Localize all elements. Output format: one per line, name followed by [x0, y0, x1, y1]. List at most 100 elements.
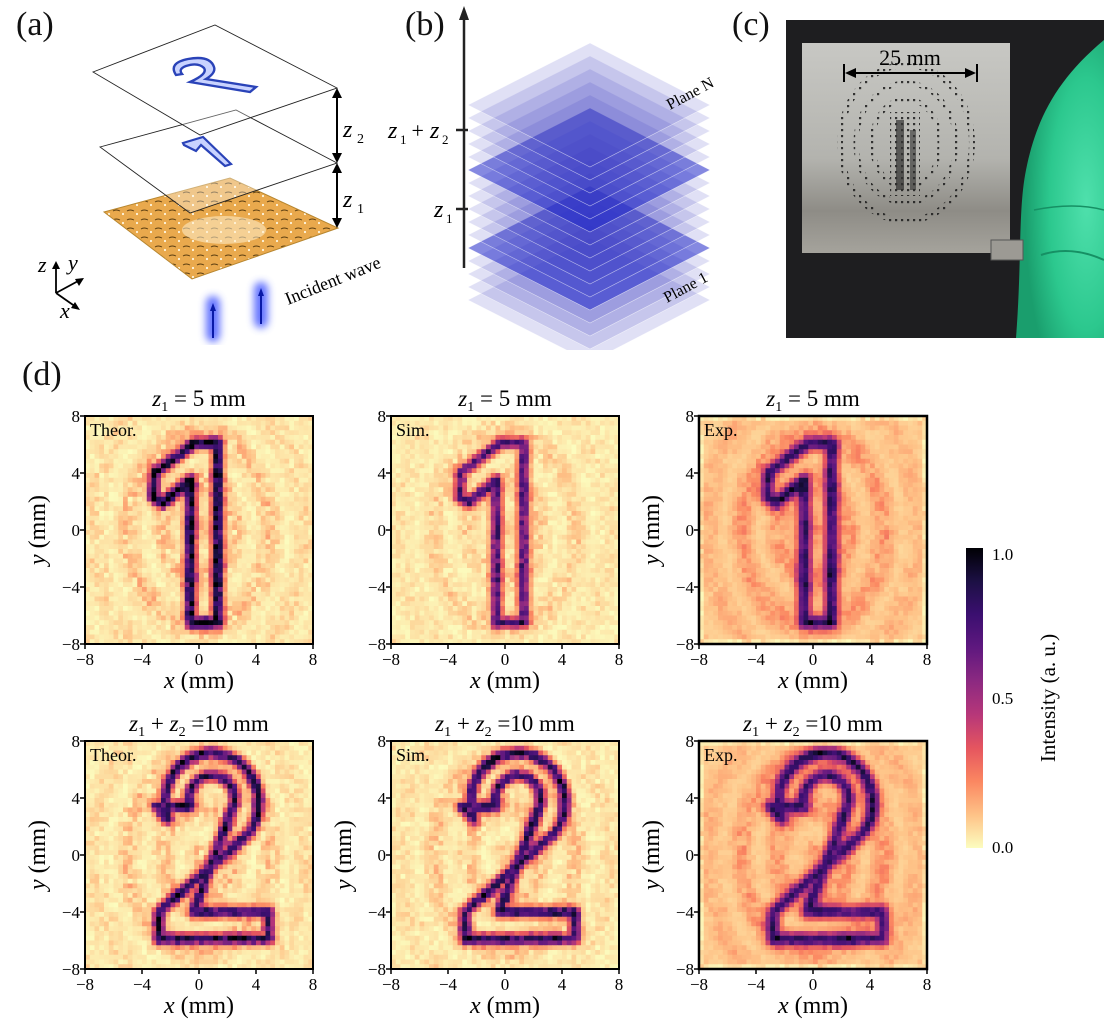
y-tick-label: 4	[378, 464, 387, 483]
x-tick-label: 4	[558, 975, 567, 994]
plate-clip	[990, 239, 1024, 261]
panel-b-plane-stack: z 1 + z 2 z 1 Plane N Plane 1	[387, 6, 717, 350]
x-tick-label: −4	[439, 975, 458, 994]
plot-title: z1 = 5 mm	[457, 386, 552, 415]
focal-plane	[467, 107, 711, 233]
colorbar-tick-min: 0.0	[992, 838, 1013, 857]
x-tick-label: −8	[382, 975, 400, 994]
x-tick-label: −8	[76, 650, 94, 669]
colorbar: 1.0 0.5 0.0 Intensity (a. u.)	[966, 545, 1060, 857]
x-axis-label: x (mm)	[469, 993, 540, 1019]
x-axis-label: x (mm)	[163, 668, 234, 694]
plot-title: z1 + z2 =10 mm	[128, 711, 269, 740]
focal-plane	[467, 55, 711, 181]
y-tick-label: 0	[686, 846, 695, 865]
y-tick-label: −8	[676, 635, 694, 654]
y-tick-label: −8	[62, 960, 80, 979]
y-tick-label: 8	[378, 407, 387, 426]
method-tag: Theor.	[90, 420, 137, 440]
x-axis-label: x (mm)	[777, 668, 848, 694]
focal-plane	[467, 68, 711, 194]
tick-label-z1z2-sub1: 1	[400, 132, 407, 147]
method-tag: Exp.	[704, 420, 738, 440]
heatmap-exp-2	[699, 741, 928, 970]
y-axis-label: y (mm)	[639, 495, 665, 567]
z1-dimension-arrow	[332, 163, 342, 228]
axis-x-label: x	[59, 298, 70, 323]
method-tag: Sim.	[396, 745, 430, 765]
colorbar-tick-max: 1.0	[992, 545, 1013, 564]
x-tick-label: −8	[382, 650, 400, 669]
y-axis-label: y (mm)	[331, 820, 357, 892]
x-tick-label: −4	[747, 975, 766, 994]
y-axis-label: y (mm)	[25, 495, 51, 567]
focal-plane	[467, 94, 711, 220]
x-tick-label: 8	[923, 650, 932, 669]
panel-d-heatmaps: −8 −4 0 4 8 8 4 0 −4 −8 Theor. z1 = 5 mm x (mm) y (mm…	[25, 386, 932, 1019]
coordinate-axes-icon	[52, 261, 84, 310]
y-tick-label: 0	[686, 521, 695, 540]
tick-label-z1z2-b: z	[429, 118, 440, 144]
y-tick-label: 0	[378, 521, 387, 540]
x-tick-label: 8	[923, 975, 932, 994]
y-tick-label: 0	[72, 846, 81, 865]
y-tick-label: −4	[676, 903, 695, 922]
tick-label-z1-sub: 1	[446, 211, 453, 226]
x-tick-label: −4	[747, 650, 766, 669]
plot-title: z1 = 5 mm	[151, 386, 246, 415]
y-tick-label: 4	[686, 789, 695, 808]
axis-y-label: y	[66, 250, 78, 275]
panel-a-schematic: z 2 z 1 z y x Incident wave	[37, 24, 384, 342]
x-tick-label: 4	[252, 975, 261, 994]
x-axis-label: x (mm)	[163, 993, 234, 1019]
plot-title: z1 + z2 =10 mm	[434, 711, 575, 740]
y-tick-label: −4	[62, 578, 81, 597]
heatmap-sim-1	[391, 416, 620, 645]
digit-1-outline	[181, 135, 234, 168]
z2-dimension-arrow	[332, 88, 342, 163]
x-tick-label: −8	[690, 975, 708, 994]
panel-label-d: (d)	[22, 356, 62, 393]
x-tick-label: −4	[133, 650, 152, 669]
x-tick-label: 0	[809, 975, 818, 994]
plot-title: z1 + z2 =10 mm	[742, 711, 883, 740]
method-tag: Exp.	[704, 745, 738, 765]
x-tick-label: 4	[252, 650, 261, 669]
y-tick-label: 8	[72, 407, 81, 426]
panel-label-a: (a)	[16, 6, 54, 43]
focal-plane	[467, 81, 711, 207]
y-tick-label: 4	[686, 464, 695, 483]
scale-bar	[843, 64, 978, 82]
colorbar-bar	[966, 548, 983, 848]
method-tag: Sim.	[396, 420, 430, 440]
y-tick-label: −8	[676, 960, 694, 979]
y-tick-label: 8	[378, 732, 387, 751]
perforation-pattern	[837, 62, 975, 224]
z1-sub: 1	[357, 202, 364, 217]
heatmap-theor-1	[85, 416, 314, 645]
method-tag: Theor.	[90, 745, 137, 765]
tick-label-z1z2-sub2: 2	[442, 132, 449, 147]
y-tick-label: 0	[378, 846, 387, 865]
y-tick-label: 8	[686, 407, 695, 426]
tick-label-z1z2-plus: +	[406, 118, 429, 143]
x-tick-label: −8	[690, 650, 708, 669]
y-tick-label: −8	[368, 960, 386, 979]
y-tick-label: −4	[62, 903, 81, 922]
x-tick-label: 0	[809, 650, 818, 669]
colorbar-tick-mid: 0.5	[992, 689, 1013, 708]
x-tick-label: 8	[615, 650, 624, 669]
y-tick-label: 0	[72, 521, 81, 540]
glove	[1016, 40, 1104, 338]
heatmap-exp-1	[699, 416, 928, 645]
digit-2-outline	[172, 56, 259, 94]
focal-plane	[467, 42, 711, 168]
y-tick-label: −8	[62, 635, 80, 654]
y-tick-label: 4	[72, 789, 81, 808]
x-tick-label: 4	[866, 975, 875, 994]
incident-wave-label: Incident wave	[282, 252, 384, 309]
y-tick-label: 4	[72, 464, 81, 483]
panel-label-c: (c)	[732, 6, 770, 43]
x-tick-label: 0	[195, 650, 204, 669]
tick-label-z1z2-a: z	[387, 118, 398, 144]
